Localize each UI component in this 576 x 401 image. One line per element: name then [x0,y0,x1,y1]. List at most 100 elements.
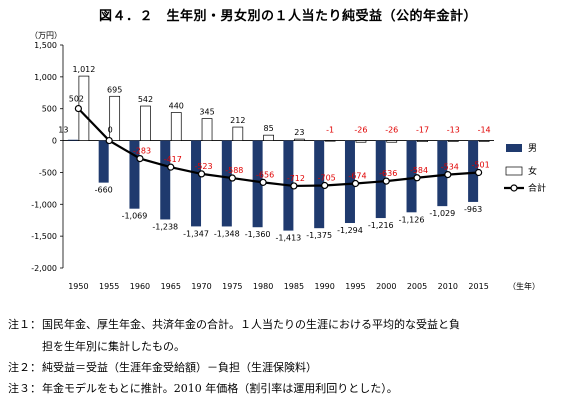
x-tick-label: 1955 [99,282,119,291]
y-tick-label: 500 [42,105,57,114]
line-total [77,107,479,188]
bar-male-1995 [344,140,355,224]
note-3-label: 注３： [8,382,41,395]
bar-female-2000 [386,140,398,143]
data-label-total: -283 [133,147,151,156]
bar-male-2000 [375,140,386,219]
data-label-female: 542 [138,95,153,104]
point-total-1990 [321,181,329,190]
x-tick-label: 1975 [222,282,242,291]
x-tick-label: 1965 [161,282,181,291]
y-tick-label: -2,000 [31,264,57,273]
point-total-1970 [197,170,206,178]
data-label-male: -1,360 [245,230,271,239]
x-tick-label: 2010 [438,282,458,291]
data-label-male: -660 [95,186,113,195]
note-1: 注１：国民年金、厚生年金、共済年金の合計。１人当たりの生涯における平均的な受益と… [8,318,460,332]
bar-female-1960 [140,105,151,141]
bar-male-2015 [468,140,479,202]
bar-female-1955 [109,95,121,141]
data-label-total: 502 [69,95,84,104]
data-label-male: -1,069 [122,212,148,221]
data-label-total: 0 [108,126,113,135]
bar-male-1960 [129,140,140,209]
data-label-total: -674 [348,172,366,181]
y-axis-unit: （万円） [30,31,62,40]
data-label-male: -1,294 [337,226,363,235]
point-total-1995 [351,179,360,188]
x-axis-unit: （生年） [508,281,540,291]
note-2-label: 注２： [8,361,41,374]
bar-female-1965 [170,112,182,141]
y-tick-label: 1,500 [34,41,57,50]
bar-male-1975 [221,140,232,227]
legend-swatch-male [506,144,522,152]
note-1-label: 注１： [8,318,41,331]
data-label-total: -417 [164,155,182,164]
note-1-text: 国民年金、厚生年金、共済年金の合計。１人当たりの生涯における平均的な受益と負 [42,318,460,331]
note-3: 注３：年金モデルをもとに推計。2010 年価格（割引率は運用利回りとした）。 [8,382,398,396]
bar-male-2005 [406,140,417,213]
y-tick-label: -1,500 [31,232,57,241]
bar-male-1955 [98,140,109,183]
legend-swatch-female [505,166,523,176]
data-label-female: 695 [107,85,122,94]
point-total-1955 [105,136,113,145]
data-label-female: 23 [294,128,304,137]
point-total-2015 [475,168,483,177]
data-label-total: -588 [225,166,243,175]
note-2: 注２：純受益＝受益（生涯年金受給額）－負担（生涯保険料） [8,361,317,375]
data-label-female: -26 [354,126,367,135]
note-1-continued: 担を生年別に集計したもの。 [42,340,185,354]
y-tick-label: 0 [52,137,57,146]
x-tick-label: 1960 [130,282,150,291]
x-tick-label: 2005 [407,282,427,291]
legend-label-male: 男 [528,143,537,154]
bar-female-1995 [355,140,367,143]
data-label-male: -1,413 [275,234,301,243]
bar-male-1965 [160,140,171,220]
data-label-male: -1,375 [306,231,332,240]
note-1-text-continued: 担を生年別に集計したもの。 [42,340,185,353]
bar-male-1990 [314,140,325,229]
y-tick-label: 1,000 [34,73,57,82]
bar-female-1970 [201,118,213,141]
data-label-male: -1,029 [429,209,455,218]
data-label-female: 212 [230,116,245,125]
data-label-total: -523 [194,162,212,171]
data-label-total: -501 [472,160,490,169]
data-label-female: 345 [199,108,214,117]
x-tick-label: 1985 [284,282,304,291]
data-label-female: -17 [416,126,429,135]
bar-male-1950 [67,139,78,141]
data-label-male: -1,216 [368,221,394,230]
point-total-1965 [167,163,175,171]
point-total-1975 [228,174,236,182]
data-label-female: 1,012 [72,65,95,74]
data-label-female: -14 [478,126,491,135]
data-label-male: 13 [58,126,68,135]
data-label-male: -1,347 [183,229,209,238]
y-tick-label: -1,000 [31,200,57,209]
x-tick-label: 1980 [253,282,273,291]
legend-label-total: 合計 [528,182,546,194]
legend-marker-total [510,184,518,192]
point-total-1960 [136,155,144,163]
x-tick-label: 2015 [468,282,488,291]
x-tick-label: 1970 [191,282,211,291]
bar-line-chart: （万円）1,500 1,000 500 0 -500 -1,000 -1,500 -2,000… [30,31,546,291]
bar-female-2005 [417,140,428,143]
bar-male-1970 [191,140,202,227]
x-tick-label: 1995 [345,282,365,291]
bar-female-2010 [447,140,459,142]
note-2-text: 純受益＝受益（生涯年金受給額）－負担（生涯保険料） [42,361,317,374]
data-label-female: -1 [326,126,334,135]
point-total-1950 [74,104,82,113]
y-tick-label: -500 [39,168,57,177]
data-label-total: -584 [410,166,428,175]
point-total-2010 [444,170,452,179]
point-total-2005 [413,174,421,182]
point-total-1980 [259,178,267,186]
data-label-total: -712 [287,174,305,183]
note-3-text: 年金モデルをもとに推計。2010 年価格（割引率は運用利回りとした）。 [42,382,398,395]
